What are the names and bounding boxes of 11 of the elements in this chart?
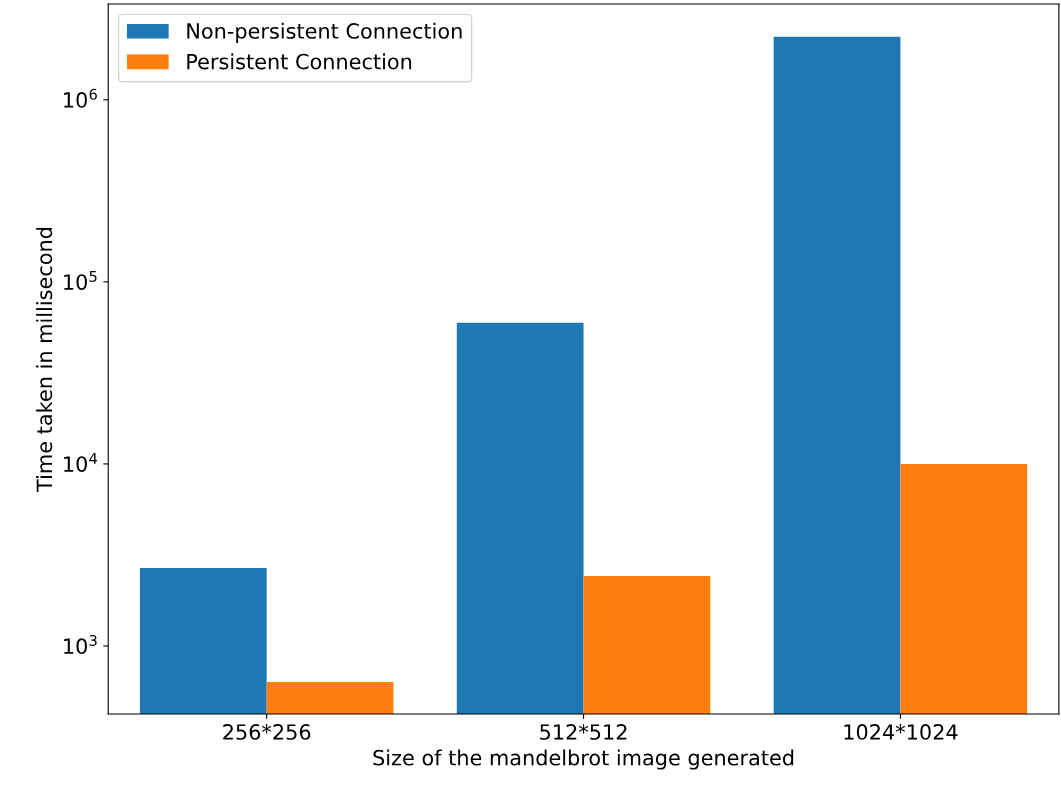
x-tick-label: 256*256 [223, 724, 311, 740]
y-tick-label: 10$^{6}$ [64, 88, 97, 108]
x-tick-label: 1024*1024 [844, 724, 958, 740]
y-axis-title: Time taken in millisecond [36, 227, 53, 492]
legend-label: Non-persistent Connection [187, 22, 462, 43]
y-tick-label: 10$^{5}$ [64, 271, 97, 290]
y-tick-label: 10$^{4}$ [64, 453, 97, 472]
x-tick-label: 512*512 [540, 724, 627, 740]
x-axis-title: Size of the mandelbrot image generated [373, 749, 794, 770]
legend-label: Persistent Connection [187, 53, 412, 70]
y-tick-label: 10$^{3}$ [64, 634, 97, 655]
